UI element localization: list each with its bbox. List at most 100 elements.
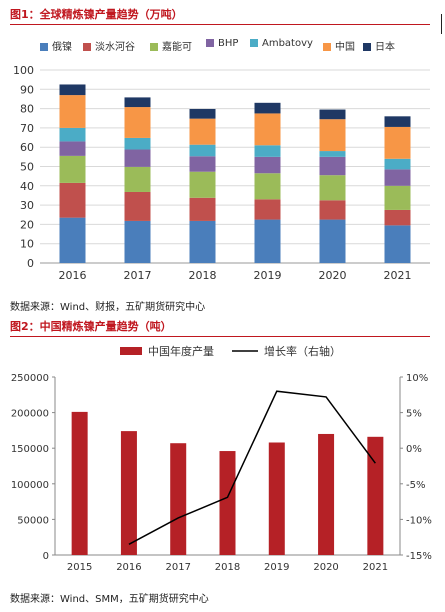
legend-item: 俄镍 <box>40 38 72 53</box>
bar-segment <box>319 219 346 263</box>
y-tick-label: 250000 <box>11 373 49 384</box>
y2-tick-label: 10% <box>406 373 428 384</box>
legend-label: Ambatovy <box>262 38 313 49</box>
bar-segment <box>124 220 151 263</box>
bar-segment <box>189 197 216 221</box>
bar-segment <box>189 171 216 198</box>
production-bar <box>318 433 335 555</box>
legend-swatch <box>250 39 258 47</box>
y-tick-label: 60 <box>20 141 34 154</box>
y-tick-label: 90 <box>20 83 34 96</box>
y-tick-label: 70 <box>20 122 34 135</box>
legend-item: 日本 <box>363 38 395 53</box>
figure1-source: 数据来源：Wind、财报，五矿期货研究中心 <box>10 302 206 313</box>
bar-segment <box>254 145 281 157</box>
bar-segment <box>254 156 281 174</box>
y-tick-label: 100 <box>13 64 34 77</box>
y2-tick-label: 5% <box>406 409 422 420</box>
x-tick-label: 2017 <box>124 269 152 282</box>
bar-segment <box>254 199 281 220</box>
figure2-title-rule <box>10 336 430 337</box>
bar-segment <box>189 220 216 263</box>
legend-label: 俄镍 <box>52 42 72 53</box>
y2-tick-label: -15% <box>406 551 432 562</box>
figure2-title: 图2：中国精炼镍产量趋势（吨） <box>10 320 172 333</box>
legend-swatch <box>83 43 91 51</box>
y-tick-label: 20 <box>20 218 34 231</box>
legend-swatch-bar <box>120 347 142 355</box>
bar-segment <box>59 217 86 263</box>
bar-segment <box>59 141 86 156</box>
legend-label: 淡水河谷 <box>95 42 135 53</box>
bar-segment <box>124 137 151 150</box>
legend-label: 增长率（右轴） <box>264 344 341 358</box>
bar-segment <box>124 97 151 108</box>
figure2-source: 数据来源：Wind、SMM，五矿期货研究中心 <box>10 594 209 605</box>
x-tick-label: 2018 <box>215 562 240 573</box>
bar-segment <box>384 185 411 210</box>
bar-segment <box>319 151 346 157</box>
legend-label: 中国年度产量 <box>148 344 214 358</box>
bar-segment <box>319 200 346 220</box>
bar-segment <box>319 156 346 176</box>
legend-item: Ambatovy <box>250 38 313 49</box>
bar-segment <box>59 84 86 96</box>
bar-segment <box>319 109 346 120</box>
x-tick-label: 2019 <box>254 269 282 282</box>
bar-segment <box>254 113 281 146</box>
legend-label: 中国 <box>335 42 355 53</box>
bar-segment <box>59 155 86 183</box>
x-tick-label: 2019 <box>264 562 289 573</box>
production-bar <box>170 443 187 555</box>
y2-tick-label: -5% <box>406 480 425 491</box>
y-tick-label: 0 <box>43 551 49 562</box>
x-tick-label: 2021 <box>384 269 412 282</box>
production-bar <box>71 411 88 555</box>
y-tick-label: 80 <box>20 103 34 116</box>
production-bar <box>268 442 285 555</box>
bar-segment <box>384 126 411 159</box>
x-tick-label: 2015 <box>67 562 92 573</box>
production-bar <box>120 431 137 555</box>
bar-segment <box>254 173 281 200</box>
bar-segment <box>319 119 346 152</box>
legend-swatch <box>40 43 48 51</box>
x-tick-label: 2016 <box>59 269 87 282</box>
bar-segment <box>189 144 216 157</box>
production-bar <box>367 436 384 555</box>
legend-label: 日本 <box>375 42 395 53</box>
legend-label: 嘉能可 <box>162 42 192 53</box>
y2-tick-label: 0% <box>406 444 422 455</box>
legend-swatch <box>363 43 371 51</box>
y-tick-label: 40 <box>20 180 34 193</box>
production-bar <box>219 451 236 555</box>
y-tick-label: 30 <box>20 199 34 212</box>
y-tick-label: 150000 <box>11 444 49 455</box>
bar-segment <box>384 209 411 226</box>
bar-segment <box>254 102 281 114</box>
y-tick-label: 200000 <box>11 409 49 420</box>
y-tick-label: 50 <box>20 161 34 174</box>
chart1-legend: 俄镍 淡水河谷 嘉能可 BHP Ambatovy 中国 日本 <box>40 38 435 58</box>
legend-item: BHP <box>206 38 238 49</box>
x-tick-label: 2018 <box>189 269 217 282</box>
bar-segment <box>189 156 216 172</box>
x-tick-label: 2020 <box>313 562 338 573</box>
legend-label: BHP <box>218 38 239 49</box>
y2-tick-label: -10% <box>406 515 432 526</box>
legend-item: 嘉能可 <box>150 38 192 53</box>
chart2-bar-line: 中国年度产量 增长率（右轴） 0 50000 100000 150000 200000 250… <box>11 344 432 573</box>
bar-segment <box>319 175 346 201</box>
bar-segment <box>124 166 151 192</box>
chart1-stacked-bar: 0 10 20 30 40 50 60 70 80 90 100 2016 2017 2018 2019 20… <box>13 64 430 282</box>
bar-segment <box>124 191 151 221</box>
bar-segment <box>124 107 151 138</box>
legend-item: 中国 <box>323 38 355 53</box>
x-tick-label: 2016 <box>116 562 141 573</box>
y-tick-label: 0 <box>27 257 34 270</box>
bar-segment <box>384 225 411 263</box>
bar-segment <box>384 169 411 186</box>
figure1-title: 图1：全球精炼镍产量趋势（万吨） <box>10 8 183 21</box>
x-tick-label: 2021 <box>363 562 388 573</box>
x-tick-label: 2017 <box>165 562 190 573</box>
